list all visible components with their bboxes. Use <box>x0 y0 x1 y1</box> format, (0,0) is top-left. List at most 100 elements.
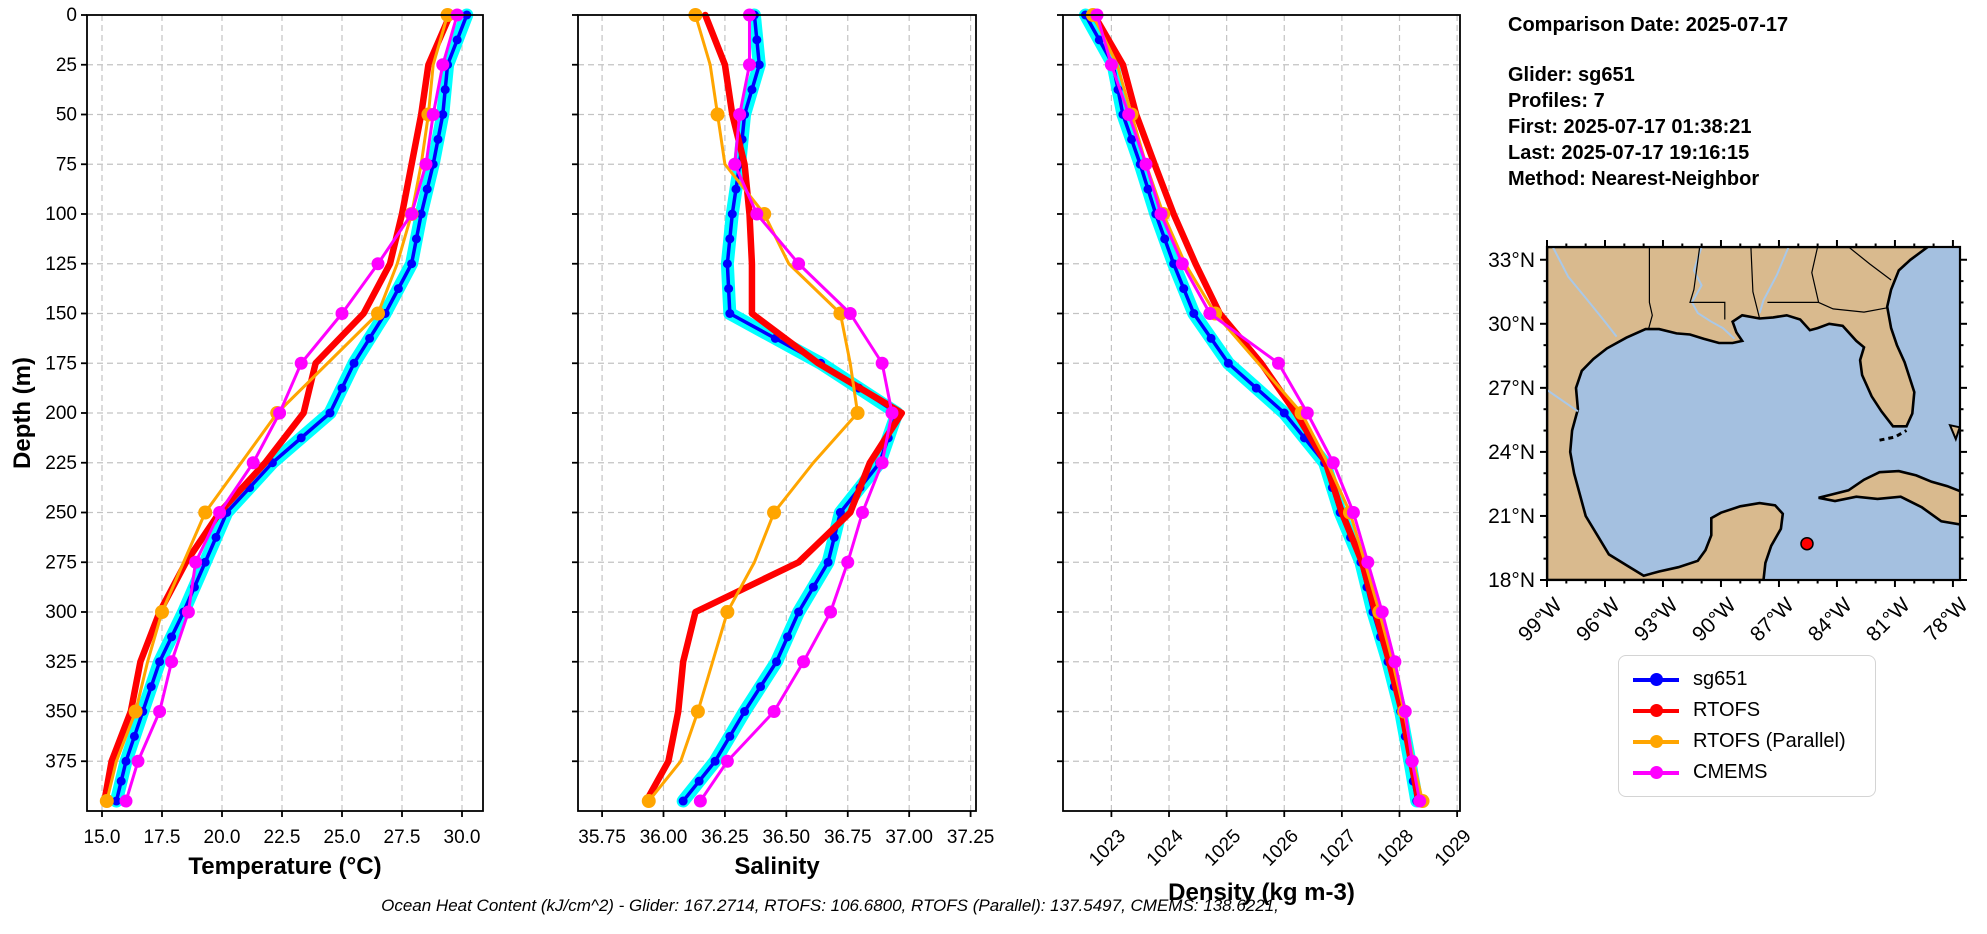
ocean-heat-content-text: Ocean Heat Content (kJ/cm^2) - Glider: 1… <box>381 896 1279 915</box>
svg-text:22.5: 22.5 <box>264 827 301 848</box>
y-axis <box>1057 14 1063 763</box>
map-state-border <box>1647 247 1653 330</box>
svg-text:275: 275 <box>45 552 77 573</box>
x-axis: 1023 1024 1025 1026 1027 1028 1029 Density (kg … <box>1085 811 1476 906</box>
x-axis-label: Density (kg m-3) <box>1168 879 1355 906</box>
legend-label: RTOFS <box>1693 699 1761 721</box>
info-line-4: First: 2025-07-17 01:38:21 <box>1508 116 1752 138</box>
legend-label: sg651 <box>1693 668 1748 690</box>
map-river <box>1690 247 1736 340</box>
svg-text:21°N: 21°N <box>1488 505 1535 528</box>
svg-text:35.75: 35.75 <box>578 827 626 848</box>
svg-text:33°N: 33°N <box>1488 249 1535 272</box>
svg-text:1028: 1028 <box>1373 826 1418 871</box>
svg-text:96°W: 96°W <box>1572 593 1625 646</box>
svg-text:250: 250 <box>45 503 77 524</box>
series-cmems <box>693 8 899 808</box>
y-axis-label: Depth (m) <box>9 357 36 469</box>
x-axis-label: Temperature (°C) <box>188 853 381 880</box>
svg-text:100: 100 <box>45 204 77 225</box>
info-line-3: Profiles: 7 <box>1508 90 1605 112</box>
svg-text:325: 325 <box>45 652 77 673</box>
map-ticks <box>1540 240 1967 587</box>
svg-text:300: 300 <box>45 602 77 623</box>
svg-text:99°W: 99°W <box>1514 593 1567 646</box>
svg-text:125: 125 <box>45 254 77 275</box>
map-state-border <box>1689 247 1726 320</box>
svg-text:350: 350 <box>45 702 77 723</box>
legend-item-sg651: sg651 <box>1633 664 1875 695</box>
series-rtofs-parallel- <box>1085 8 1430 809</box>
map-frame <box>1545 245 1962 582</box>
svg-text:37.25: 37.25 <box>947 827 995 848</box>
svg-text:78°W: 78°W <box>1920 593 1973 646</box>
map-river <box>1758 247 1790 314</box>
map-land-cuba <box>1818 469 1960 526</box>
series-rtofs <box>1090 11 1422 805</box>
chart-panel-0: 15.0 17.5 20.0 22.5 25.0 27.5 30.0 Temperature … <box>9 5 484 880</box>
svg-text:36.75: 36.75 <box>824 827 872 848</box>
map-river <box>1551 247 1618 338</box>
map-axis-labels: 33°N 30°N 27°N 24°N 21°N 18°N99°W 96°W 93°W 90°W… <box>1488 249 1973 646</box>
info-line-5: Last: 2025-07-17 19:16:15 <box>1508 142 1750 164</box>
map-state-border <box>1750 247 1761 319</box>
svg-text:1026: 1026 <box>1258 826 1303 871</box>
grid <box>578 15 976 811</box>
x-axis: 15.0 17.5 20.0 22.5 25.0 27.5 30.0 Temperature … <box>84 811 481 880</box>
map-state-border <box>1811 247 1820 303</box>
glider-position-marker <box>1800 536 1814 551</box>
svg-text:87°W: 87°W <box>1746 593 1799 646</box>
svg-text:1025: 1025 <box>1200 826 1245 871</box>
svg-text:1024: 1024 <box>1143 825 1188 870</box>
svg-text:0: 0 <box>66 5 77 26</box>
axes-frame <box>577 14 977 812</box>
svg-text:36.00: 36.00 <box>640 827 688 848</box>
svg-text:150: 150 <box>45 304 77 325</box>
svg-text:84°W: 84°W <box>1804 593 1857 646</box>
legend-label: RTOFS (Parallel) <box>1693 730 1846 752</box>
y-axis: 0 25 50 75 100 125 150 175 200 225 250 275 300 325 350… <box>9 5 87 772</box>
y-axis <box>572 14 578 763</box>
map-land-mainland <box>1547 247 1930 580</box>
legend-line-dot-icon <box>1633 766 1679 780</box>
info-line-0: Comparison Date: 2025-07-17 <box>1508 14 1789 36</box>
svg-text:90°W: 90°W <box>1688 593 1741 646</box>
series-cmems <box>1090 8 1427 808</box>
legend-item-cmems: CMEMS <box>1633 757 1875 788</box>
svg-text:175: 175 <box>45 353 77 374</box>
series-rtofs <box>643 11 906 805</box>
svg-text:36.25: 36.25 <box>701 827 749 848</box>
svg-text:200: 200 <box>45 403 77 424</box>
svg-text:50: 50 <box>56 105 77 126</box>
legend-line-dot-icon <box>1633 735 1679 749</box>
comparison-info-panel: Comparison Date: 2025-07-17 Glider: sg651… <box>1508 12 1788 192</box>
legend-line-dot-icon <box>1633 704 1679 718</box>
chart-panel-1: 35.75 36.00 36.25 36.50 36.75 37.00 37.25 Salin… <box>572 8 994 880</box>
svg-text:27°N: 27°N <box>1488 377 1535 400</box>
svg-text:81°W: 81°W <box>1862 593 1915 646</box>
svg-text:17.5: 17.5 <box>144 827 181 848</box>
svg-text:18°N: 18°N <box>1488 569 1535 592</box>
x-axis-label: Salinity <box>734 853 820 880</box>
legend-label: CMEMS <box>1693 761 1768 783</box>
legend-line-dot-icon <box>1633 673 1679 687</box>
svg-text:25.0: 25.0 <box>324 827 361 848</box>
svg-text:20.0: 20.0 <box>204 827 241 848</box>
svg-text:30°N: 30°N <box>1488 313 1535 336</box>
svg-text:15.0: 15.0 <box>84 827 121 848</box>
info-line-2: Glider: sg651 <box>1508 64 1635 86</box>
svg-text:225: 225 <box>45 453 77 474</box>
svg-text:36.50: 36.50 <box>763 827 811 848</box>
svg-text:27.5: 27.5 <box>384 827 421 848</box>
svg-text:37.00: 37.00 <box>885 827 933 848</box>
svg-text:25: 25 <box>56 55 77 76</box>
x-axis: 35.75 36.00 36.25 36.50 36.75 37.00 37.25 Salin… <box>578 811 994 880</box>
svg-text:30.0: 30.0 <box>444 827 481 848</box>
series-rtofs <box>101 11 454 805</box>
svg-text:93°W: 93°W <box>1630 593 1683 646</box>
map-state-border <box>1848 247 1892 281</box>
info-line-6: Method: Nearest-Neighbor <box>1508 168 1760 190</box>
svg-text:24°N: 24°N <box>1488 441 1535 464</box>
